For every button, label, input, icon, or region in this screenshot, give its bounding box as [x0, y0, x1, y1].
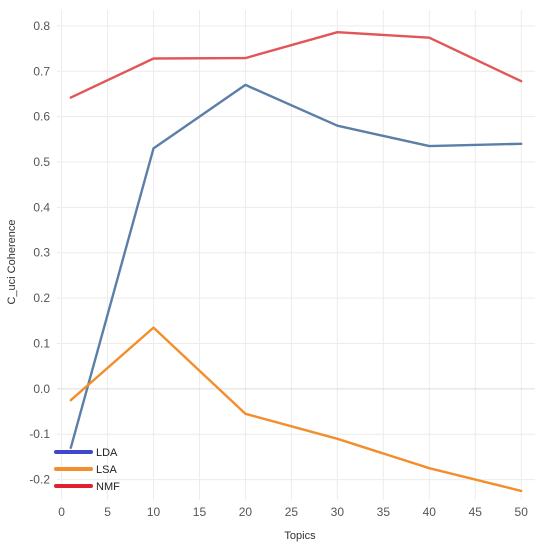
- legend: LDA LSA NMF: [54, 447, 120, 493]
- series-lines: [69, 31, 523, 493]
- x-tick-label: 10: [147, 505, 161, 519]
- x-tick-label: 30: [331, 505, 345, 519]
- legend-label-nmf: NMF: [96, 481, 120, 493]
- x-tick-label: 45: [469, 505, 483, 519]
- y-tick-label: 0.8: [33, 19, 50, 33]
- x-tick-label: 50: [515, 505, 529, 519]
- x-tick-label: 5: [104, 505, 111, 519]
- x-tick-label: 25: [285, 505, 299, 519]
- y-tick-label: 0.4: [33, 200, 50, 214]
- y-tick-label: -0.1: [29, 427, 50, 441]
- y-tick-label: 0.6: [33, 110, 50, 124]
- y-tick-label: 0.2: [33, 291, 50, 305]
- series-line-nmf: [69, 31, 523, 99]
- y-tick-label: 0.3: [33, 246, 50, 260]
- y-axis-ticks: -0.2 -0.1 0.0 0.1 0.2 0.3 0.4 0.5 0.6 0.7 0.8: [29, 19, 50, 487]
- x-tick-label: 20: [239, 505, 253, 519]
- legend-label-lda: LDA: [96, 447, 118, 459]
- y-tick-label: 0.0: [33, 382, 50, 396]
- x-tick-label: 40: [423, 505, 437, 519]
- x-axis-title: Topics: [284, 530, 316, 542]
- y-tick-label: 0.7: [33, 64, 50, 78]
- y-tick-label: 0.1: [33, 336, 50, 350]
- x-tick-label: 0: [58, 505, 65, 519]
- x-tick-label: 35: [377, 505, 391, 519]
- series-line-lda: [69, 83, 523, 449]
- x-axis-ticks: 0 5 10 15 20 25 30 35 40 45 50: [58, 505, 528, 519]
- x-tick-label: 15: [193, 505, 207, 519]
- y-tick-label: 0.5: [33, 155, 50, 169]
- series-line-lsa: [69, 326, 523, 493]
- y-axis-title: C_uci Coherence: [6, 220, 18, 305]
- legend-label-lsa: LSA: [96, 464, 117, 476]
- y-tick-label: -0.2: [29, 473, 50, 487]
- grid-lines: [57, 10, 535, 500]
